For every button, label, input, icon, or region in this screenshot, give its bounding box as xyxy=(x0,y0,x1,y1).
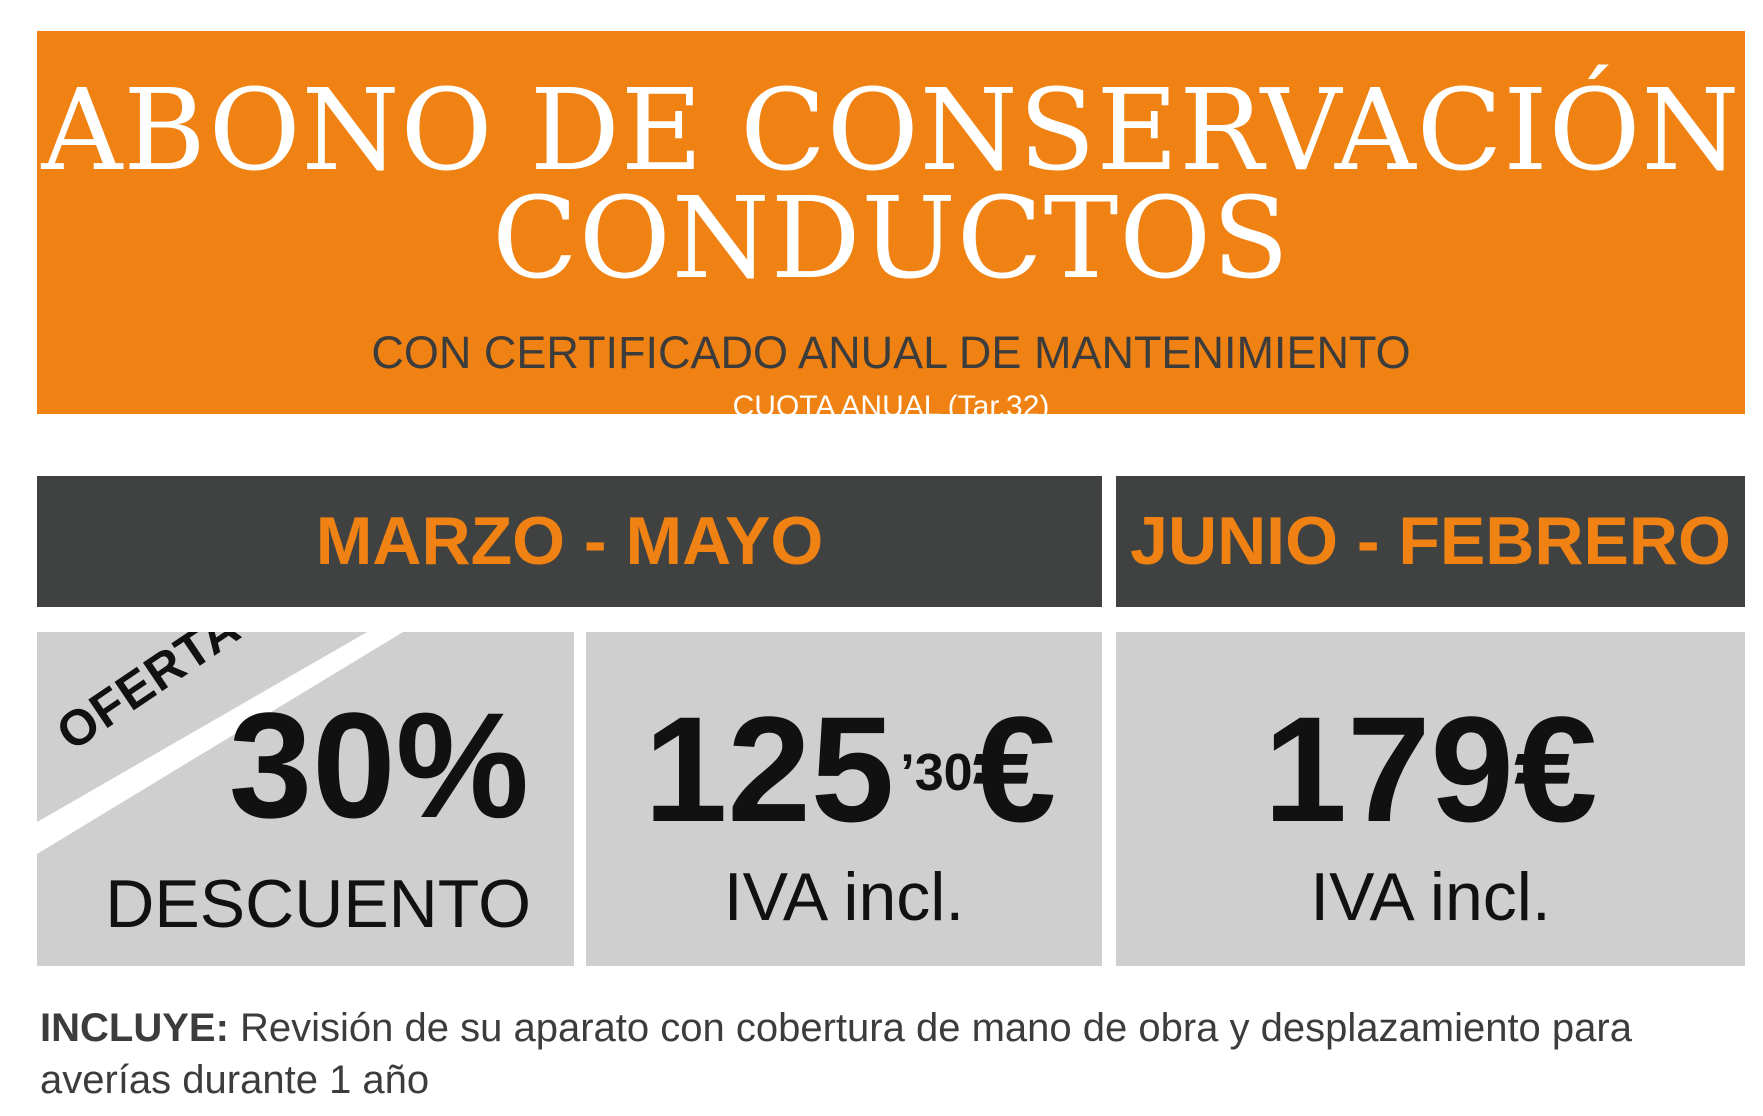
fee-note: CUOTA ANUAL (Tar.32) xyxy=(732,390,1050,423)
header-banner: ABONO DE CONSERVACIÓN CONDUCTOS CON CERT… xyxy=(37,31,1745,423)
offer-price: 125’30€ xyxy=(644,694,1056,844)
offer-price-fraction: ’30 xyxy=(900,744,973,802)
offer-price-whole: 125 xyxy=(644,685,895,853)
period-june-february: JUNIO - FEBRERO xyxy=(1116,476,1745,607)
includes-text: INCLUYE: Revisión de su aparato con cobe… xyxy=(40,1002,1740,1106)
title-line-2: CONDUCTOS xyxy=(492,174,1290,304)
offer-price-currency: € xyxy=(972,685,1057,853)
regular-price-panel: 179€ IVA incl. xyxy=(1116,632,1745,966)
discount-label: DESCUENTO xyxy=(105,866,531,942)
subtitle: CON CERTIFICADO ANUAL DE MANTENIMIENTO xyxy=(371,327,1411,378)
discount-value: 30% xyxy=(228,681,529,849)
title-line-1: ABONO DE CONSERVACIÓN xyxy=(41,66,1741,196)
discount-panel: OFERTA 30% DESCUENTO xyxy=(37,632,574,966)
offer-price-panel: 125’30€ IVA incl. xyxy=(586,632,1102,966)
period-march-may: MARZO - MAYO xyxy=(37,476,1102,607)
offer-ribbon-shape xyxy=(37,632,403,854)
includes-label: INCLUYE: xyxy=(40,1006,229,1050)
offer-tax-note: IVA incl. xyxy=(723,859,965,935)
regular-tax-note: IVA incl. xyxy=(1310,859,1551,935)
regular-price: 179€ xyxy=(1263,685,1598,853)
includes-description: Revisión de su aparato con cobertura de … xyxy=(40,1006,1632,1102)
